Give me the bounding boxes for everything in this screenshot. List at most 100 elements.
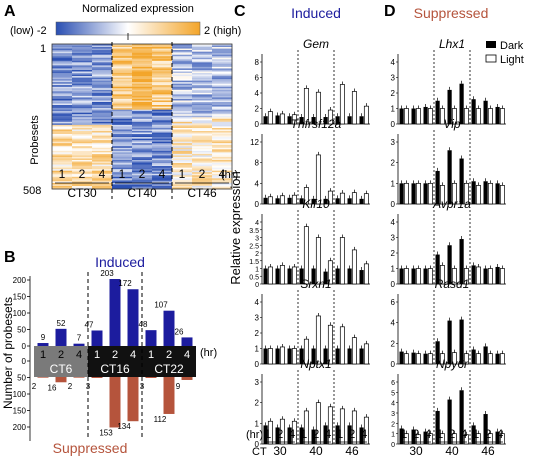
heatmap-cell	[52, 140, 73, 142]
gene-y-tick-label: 2	[391, 249, 396, 258]
heatmap-cell	[212, 182, 233, 185]
heatmap-cell	[192, 106, 213, 109]
panel-b-y-tick-label: 100	[13, 309, 27, 318]
heatmap-cell	[52, 51, 73, 54]
gene-bar-light	[279, 195, 285, 205]
heatmap-cell	[132, 105, 153, 107]
gene-bar-light	[487, 108, 493, 125]
heatmap-cell	[132, 88, 153, 91]
heatmap-cell	[132, 103, 153, 106]
heatmap-cell	[172, 141, 193, 144]
heatmap-cell	[92, 91, 113, 94]
panel-b-value-induced: 26	[175, 327, 184, 336]
heatmap-cell	[192, 150, 213, 153]
gene-y-tick-label: 0	[391, 280, 396, 289]
heatmap-cell	[172, 95, 193, 98]
panel-b-value-induced: 7	[77, 334, 82, 343]
heatmap-cell	[172, 54, 193, 57]
heatmap-cell	[152, 66, 173, 69]
heatmap-cell	[192, 66, 213, 69]
heatmap-cell	[212, 102, 233, 104]
heatmap-cell	[132, 143, 153, 146]
heatmap-cell	[212, 141, 233, 144]
gene-bar-dark	[359, 116, 364, 124]
heatmap-cell	[192, 178, 213, 181]
heatmap-cell	[132, 161, 153, 164]
heatmap-cell	[52, 147, 73, 150]
heatmap-cell	[92, 47, 113, 49]
heatmap-cell	[212, 149, 233, 152]
heatmap-cell	[172, 56, 193, 59]
heatmap-cell	[52, 45, 73, 48]
heatmap-cell	[192, 164, 213, 167]
heatmap-cell	[72, 138, 93, 141]
heatmap-cell	[172, 147, 193, 150]
gene-bar-light	[363, 193, 369, 205]
heatmap-cell	[52, 169, 73, 171]
heatmap-cell	[192, 95, 213, 98]
heatmap-ylabel: Probesets	[29, 115, 41, 165]
heatmap-cell	[132, 167, 153, 170]
heatmap-cell	[92, 134, 113, 136]
panel-b-value-induced: 47	[85, 320, 94, 329]
bottom-hour-label: 4	[497, 427, 504, 441]
heatmap-cell	[92, 187, 113, 190]
colorbar-title: Normalized expression	[82, 3, 194, 15]
heatmap-cell	[112, 97, 133, 100]
heatmap-cell	[172, 114, 193, 117]
gene-bar-dark	[287, 116, 292, 124]
heatmap-cell	[72, 94, 93, 97]
heatmap-cell	[152, 65, 173, 68]
bottom-hour-label: 1	[437, 427, 444, 441]
panel-b-y-tick-label: 100	[13, 390, 27, 399]
heatmap-cell	[152, 124, 173, 127]
panel-b-bar-induced	[127, 289, 139, 346]
heatmap-cell	[72, 53, 93, 55]
heatmap-cell	[152, 156, 173, 159]
gene-name: Tnfrsf12a	[291, 117, 342, 131]
heatmap-cell	[92, 164, 113, 167]
heatmap-cell	[152, 135, 173, 138]
panel-b-bar-induced	[181, 337, 193, 346]
legend-dark-swatch	[486, 41, 496, 48]
heatmap-cell	[112, 144, 133, 147]
heatmap-cell	[172, 53, 193, 55]
heatmap-cell	[192, 161, 213, 164]
heatmap-cell	[132, 65, 153, 68]
heatmap-cell	[192, 187, 213, 190]
panel-d-title: Suppressed	[414, 5, 489, 21]
heatmap-cell	[172, 181, 193, 184]
gene-bar-dark	[399, 428, 404, 444]
bottom-hour-label: 4	[425, 427, 432, 441]
heatmap-cell	[72, 176, 93, 179]
heatmap-cell	[152, 47, 173, 49]
gene-bar-dark	[471, 265, 476, 284]
heatmap-cell	[52, 89, 73, 92]
gene-bar-light	[415, 182, 421, 205]
gene-bar-light	[427, 268, 433, 285]
heatmap-cell	[52, 103, 73, 106]
heatmap-cell	[212, 71, 233, 74]
bottom-ct-value: 30	[273, 444, 287, 458]
gene-bar-dark	[275, 348, 280, 364]
heatmap-cell	[72, 51, 93, 54]
heatmap-cell	[52, 83, 73, 86]
gene-bar-dark	[411, 108, 416, 124]
heatmap-cell	[212, 68, 233, 71]
heatmap-cell	[212, 112, 233, 115]
panel-b-value-induced: 48	[139, 320, 148, 329]
heatmap-hour-label: 4	[159, 167, 166, 181]
heatmap-cell	[192, 97, 213, 100]
panel-b-bar-suppressed	[55, 377, 67, 383]
heatmap-cell	[192, 176, 213, 179]
gene-y-tick-label: 5	[391, 390, 395, 397]
gene-y-tick-label: 2	[391, 159, 396, 168]
gene-bar-dark	[459, 239, 464, 284]
heatmap-cell	[52, 167, 73, 170]
heatmap-cell	[192, 135, 213, 138]
heatmap-cell	[212, 115, 233, 118]
heatmap-cell	[92, 63, 113, 66]
heatmap-cell	[52, 181, 73, 184]
heatmap-cell	[212, 132, 233, 135]
heatmap-cell	[92, 178, 113, 181]
